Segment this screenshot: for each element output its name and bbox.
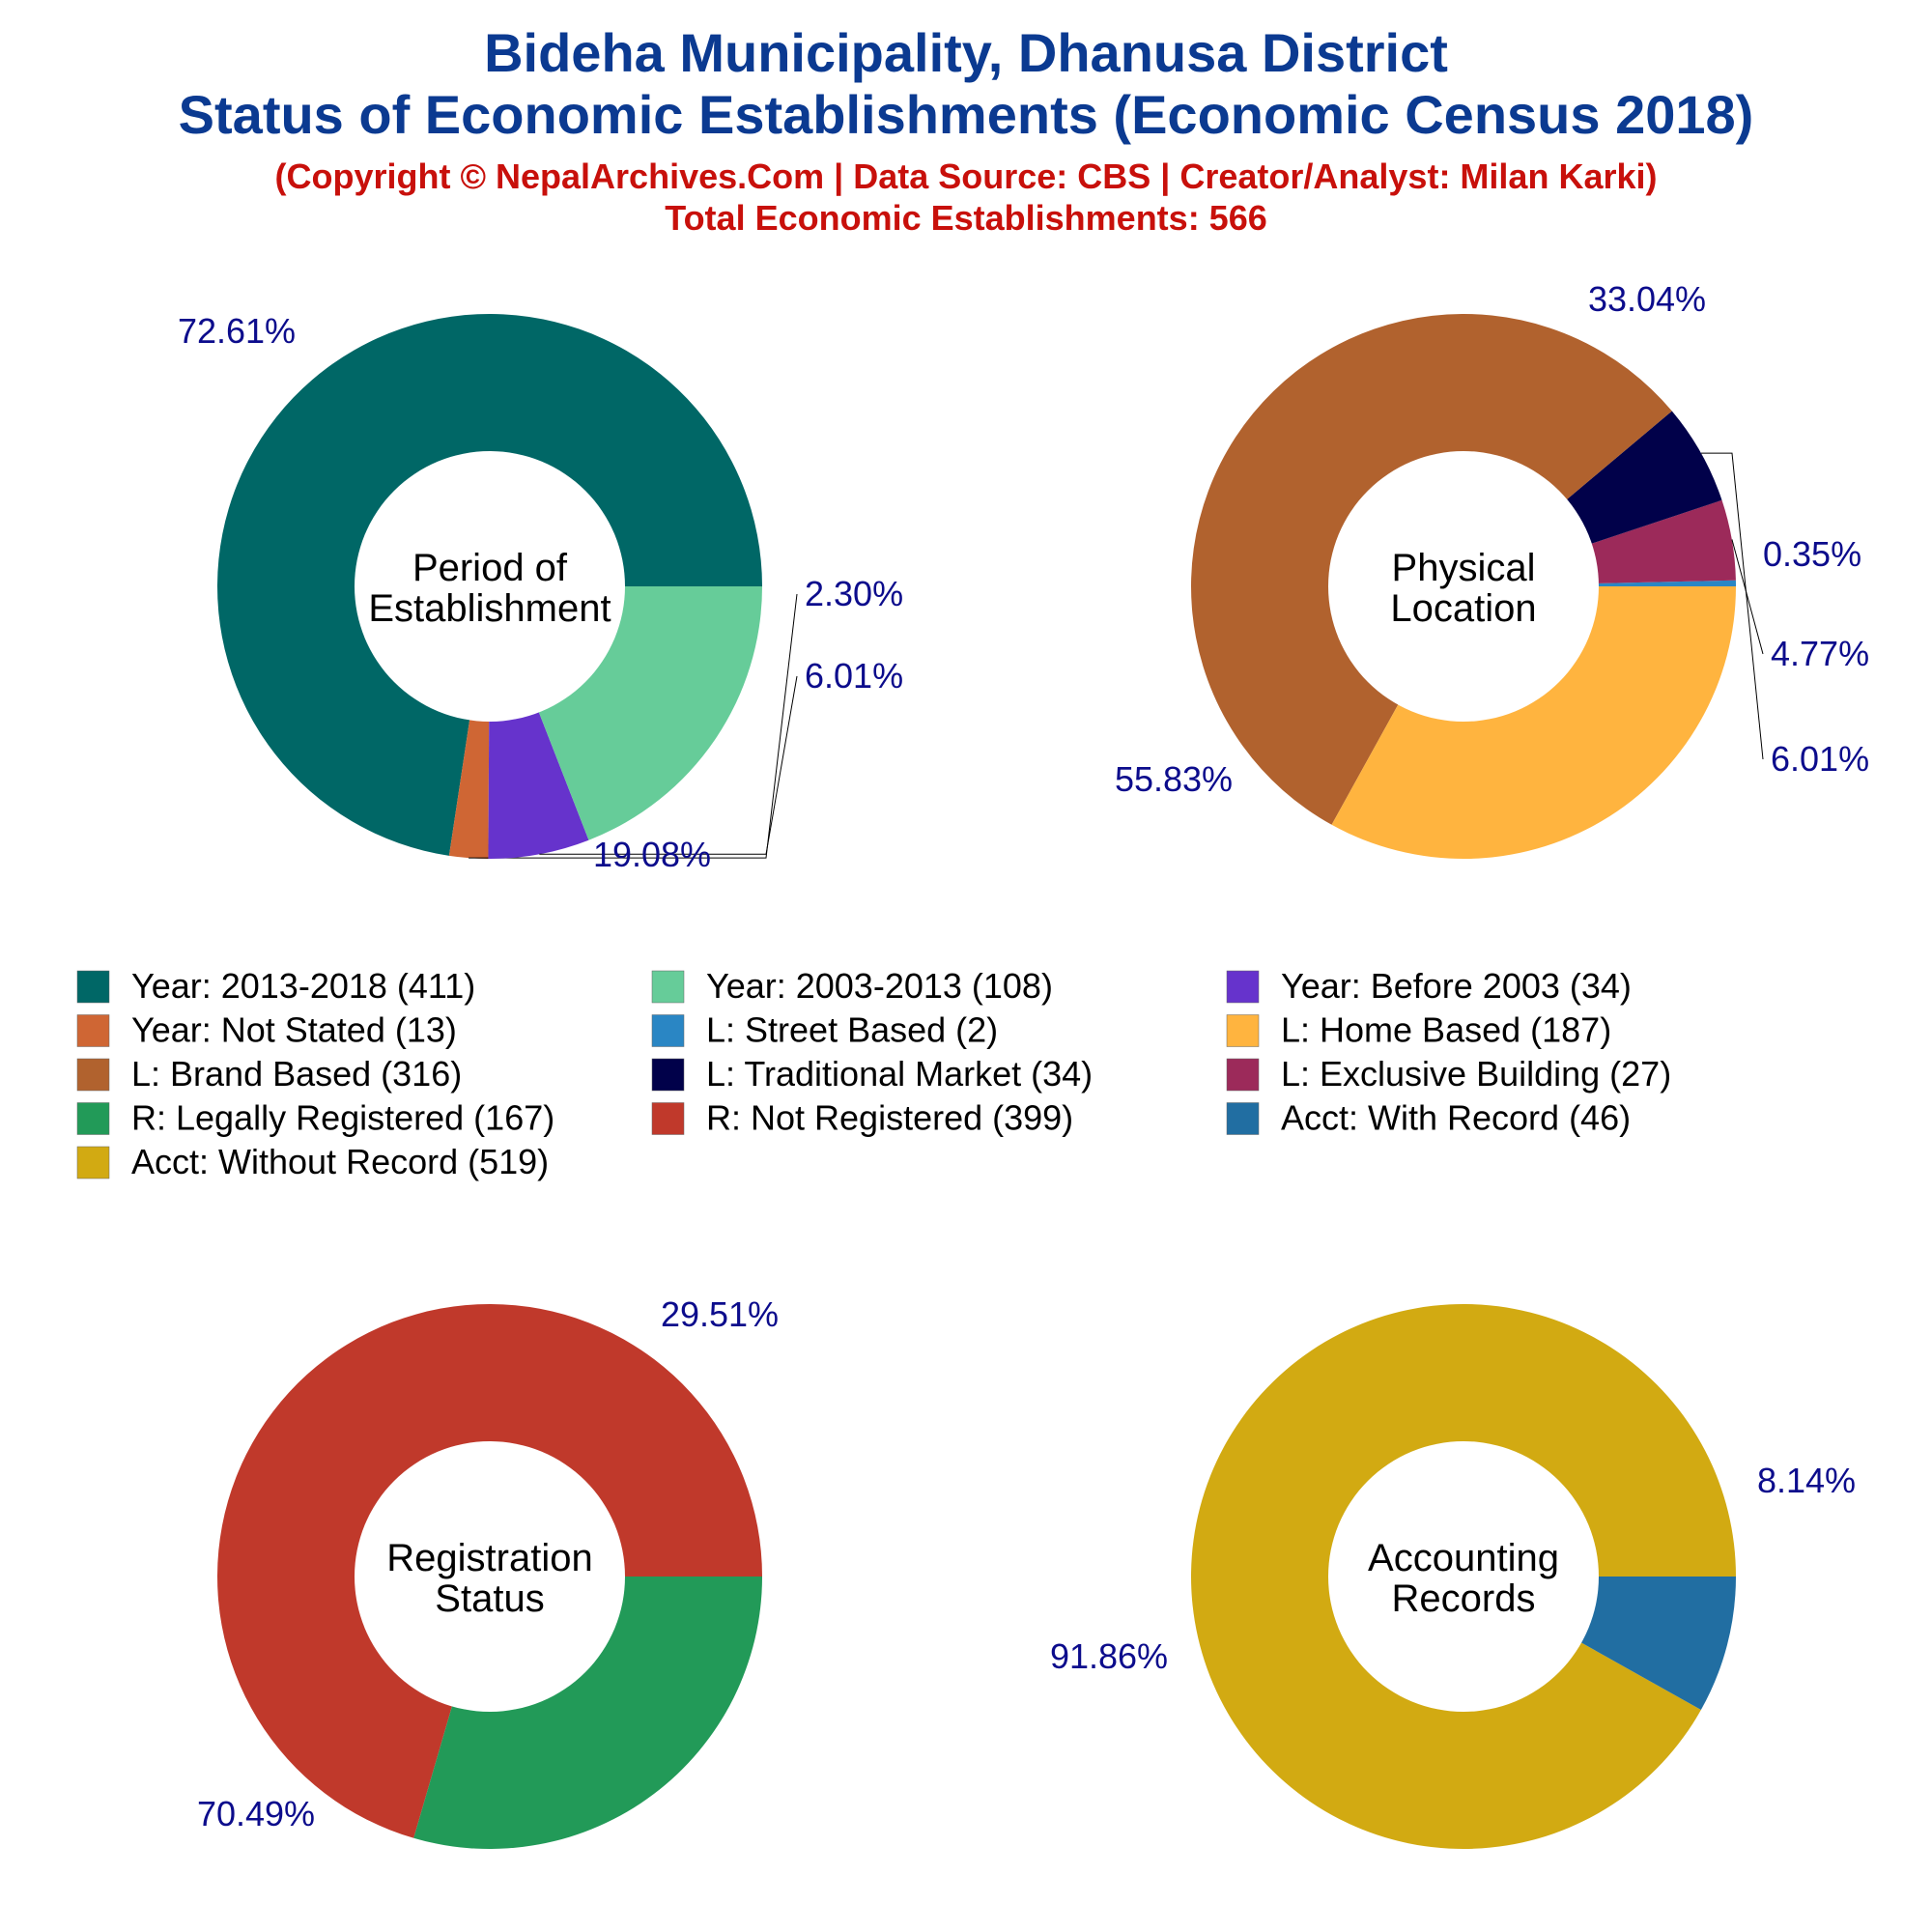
legend-label: L: Brand Based (316) [131,1054,462,1094]
legend-label: L: Traditional Market (34) [706,1054,1093,1094]
legend-label: Year: Before 2003 (34) [1281,966,1632,1006]
legend: Year: 2013-2018 (411) Year: 2003-2013 (10… [76,966,1671,1181]
label-leader-line [1731,539,1764,655]
legend-item: Year: 2013-2018 (411) [76,966,475,1006]
legend-item: Acct: Without Record (519) [76,1142,549,1181]
legend-swatch [1226,1014,1260,1047]
slice-percent-label: 6.01% [1771,739,1869,779]
slice-percent-label: 0.35% [1763,534,1861,574]
legend-item: Acct: With Record (46) [1226,1098,1631,1138]
legend-item: L: Brand Based (316) [76,1054,462,1094]
donut-chart-2: 0.35% 4.77% 6.01% 55.83% 33.04% PhysicalLocat… [1115,279,1869,859]
legend-swatch [76,1146,110,1179]
legend-item: R: Not Registered (399) [651,1098,1073,1138]
slice-percent-label: 70.49% [197,1794,315,1833]
legend-swatch [651,1058,685,1092]
legend-label: Acct: With Record (46) [1281,1098,1631,1138]
donut-hole [1328,451,1599,722]
slice-percent-label: 55.83% [1115,759,1233,799]
chart-title-line1: Bideha Municipality, Dhanusa District [484,22,1448,83]
chart-title-line2: Status of Economic Establishments (Econo… [179,84,1754,145]
slice-percent-label: 72.61% [178,311,296,351]
donut-center-label: Accounting [1368,1537,1559,1579]
slice-percent-label: 19.08% [593,835,711,874]
legend-item: L: Street Based (2) [651,1010,998,1050]
donut-center-label: Status [435,1577,544,1620]
donut-hole [355,451,625,722]
slice-percent-label: 91.86% [1050,1636,1168,1676]
legend-swatch [1226,1102,1260,1135]
donut-hole [355,1441,625,1712]
legend-swatch [651,1014,685,1047]
slice-percent-label: 4.77% [1771,634,1869,673]
donut-hole [1328,1441,1599,1712]
donut-charts: 72.61% 2.30% 6.01% 19.08% Period ofEstablish… [178,279,1869,1849]
legend-item: L: Exclusive Building (27) [1226,1054,1671,1094]
donut-center-label: Physical [1392,547,1536,589]
legend-label: Year: 2013-2018 (411) [131,966,475,1006]
legend-item: Year: Before 2003 (34) [1226,966,1632,1006]
legend-swatch [1226,970,1260,1004]
donut-center-label: Location [1390,587,1536,630]
label-leader-line [1701,452,1764,760]
legend-swatch [651,1102,685,1135]
legend-item: Year: Not Stated (13) [76,1010,457,1050]
legend-label: L: Exclusive Building (27) [1281,1054,1671,1094]
legend-item: L: Home Based (187) [1226,1010,1611,1050]
slice-percent-label: 8.14% [1757,1461,1856,1500]
legend-swatch [76,1102,110,1135]
legend-label: Year: Not Stated (13) [131,1010,457,1050]
donut-center-label: Period of [412,547,568,589]
legend-swatch [1226,1058,1260,1092]
legend-swatch [651,970,685,1004]
copyright-note: (Copyright © NepalArchives.Com | Data So… [275,156,1658,197]
slice-percent-label: 6.01% [805,656,903,696]
legend-swatch [76,970,110,1004]
legend-item: Year: 2003-2013 (108) [651,966,1053,1006]
legend-swatch [76,1014,110,1047]
label-leader-line [539,675,798,855]
legend-item: L: Traditional Market (34) [651,1054,1093,1094]
legend-label: Acct: Without Record (519) [131,1142,549,1181]
donut-center-label: Records [1392,1577,1536,1620]
legend-label: R: Not Registered (399) [706,1098,1073,1138]
slice-percent-label: 2.30% [805,574,903,613]
donut-center-label: Registration [386,1537,592,1579]
donut-center-label: Establishment [368,587,611,630]
slice-percent-label: 29.51% [661,1294,779,1334]
legend-swatch [76,1058,110,1092]
legend-label: Year: 2003-2013 (108) [706,966,1053,1006]
legend-label: R: Legally Registered (167) [131,1098,554,1138]
label-leader-line [469,593,798,859]
slice-percent-label: 33.04% [1588,279,1706,319]
total-establishments: Total Economic Establishments: 566 [665,198,1267,238]
legend-item: R: Legally Registered (167) [76,1098,554,1138]
donut-chart-1: 72.61% 2.30% 6.01% 19.08% Period ofEstablish… [178,311,903,874]
legend-label: L: Street Based (2) [706,1010,998,1050]
legend-label: L: Home Based (187) [1281,1010,1611,1050]
